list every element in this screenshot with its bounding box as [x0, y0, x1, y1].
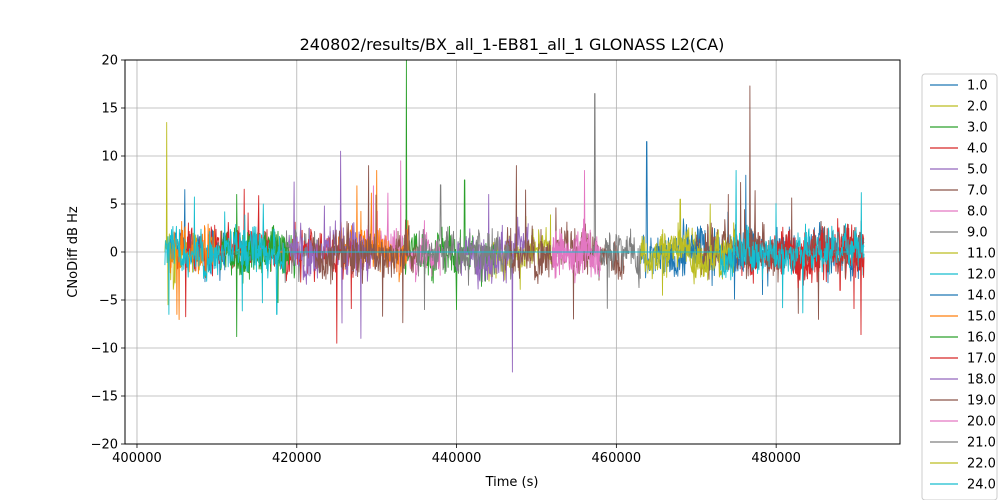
- y-tick-label: 5: [110, 198, 118, 213]
- legend-label: 21.0: [967, 436, 996, 451]
- x-tick-label: 400000: [112, 451, 162, 466]
- x-tick-label: 460000: [592, 451, 642, 466]
- y-tick-label: −10: [91, 342, 118, 357]
- series-line-5-0: [456, 193, 529, 373]
- legend-label: 9.0: [967, 226, 988, 241]
- legend-label: 5.0: [967, 163, 988, 178]
- y-tick-label: 10: [101, 150, 118, 165]
- x-tick-label: 420000: [272, 451, 322, 466]
- legend-label: 20.0: [967, 415, 996, 430]
- legend-label: 22.0: [967, 457, 996, 472]
- y-tick-label: −5: [99, 294, 118, 309]
- legend: 1.0 2.0 3.0 4.0 5.0 7.0 8.0 9.0 11.0 12.0 14.0 15.0…: [921, 73, 998, 500]
- legend-label: 12.0: [967, 268, 996, 283]
- legend-label: 19.0: [967, 394, 996, 409]
- y-tick-label: −15: [91, 390, 118, 405]
- legend-label: 18.0: [967, 373, 996, 388]
- x-tick-label: 440000: [432, 451, 482, 466]
- y-tick-label: 20: [101, 54, 118, 69]
- legend-label: 3.0: [967, 121, 988, 136]
- x-tick-label: 480000: [751, 451, 801, 466]
- y-axis: −20 −15 −10 −5 0 5 10 15 20: [91, 54, 125, 453]
- y-tick-label: 15: [101, 102, 118, 117]
- legend-label: 17.0: [967, 352, 996, 367]
- y-tick-label: 0: [110, 246, 118, 261]
- x-axis: 400000 420000 440000 460000 480000: [112, 444, 801, 466]
- legend-label: 15.0: [967, 310, 996, 325]
- legend-label: 11.0: [967, 247, 996, 262]
- y-axis-label: CNoDiff dB Hz: [66, 206, 81, 298]
- legend-label: 7.0: [967, 184, 988, 199]
- series-line-21-0: [416, 184, 513, 311]
- legend-label: 24.0: [967, 478, 996, 493]
- legend-label: 1.0: [967, 79, 988, 94]
- chart-title: 240802/results/BX_all_1-EB81_all_1 GLONA…: [300, 35, 725, 55]
- y-tick-label: −20: [91, 438, 118, 453]
- legend-frame: [921, 73, 998, 500]
- legend-label: 14.0: [967, 289, 996, 304]
- legend-label: 4.0: [967, 142, 988, 157]
- series-line-24-0: [164, 169, 865, 315]
- series-line-20-0: [551, 218, 601, 284]
- legend-label: 2.0: [967, 100, 988, 115]
- series-layer: [164, 60, 865, 373]
- legend-label: 16.0: [967, 331, 996, 346]
- x-axis-label: Time (s): [485, 475, 539, 490]
- legend-label: 8.0: [967, 205, 988, 220]
